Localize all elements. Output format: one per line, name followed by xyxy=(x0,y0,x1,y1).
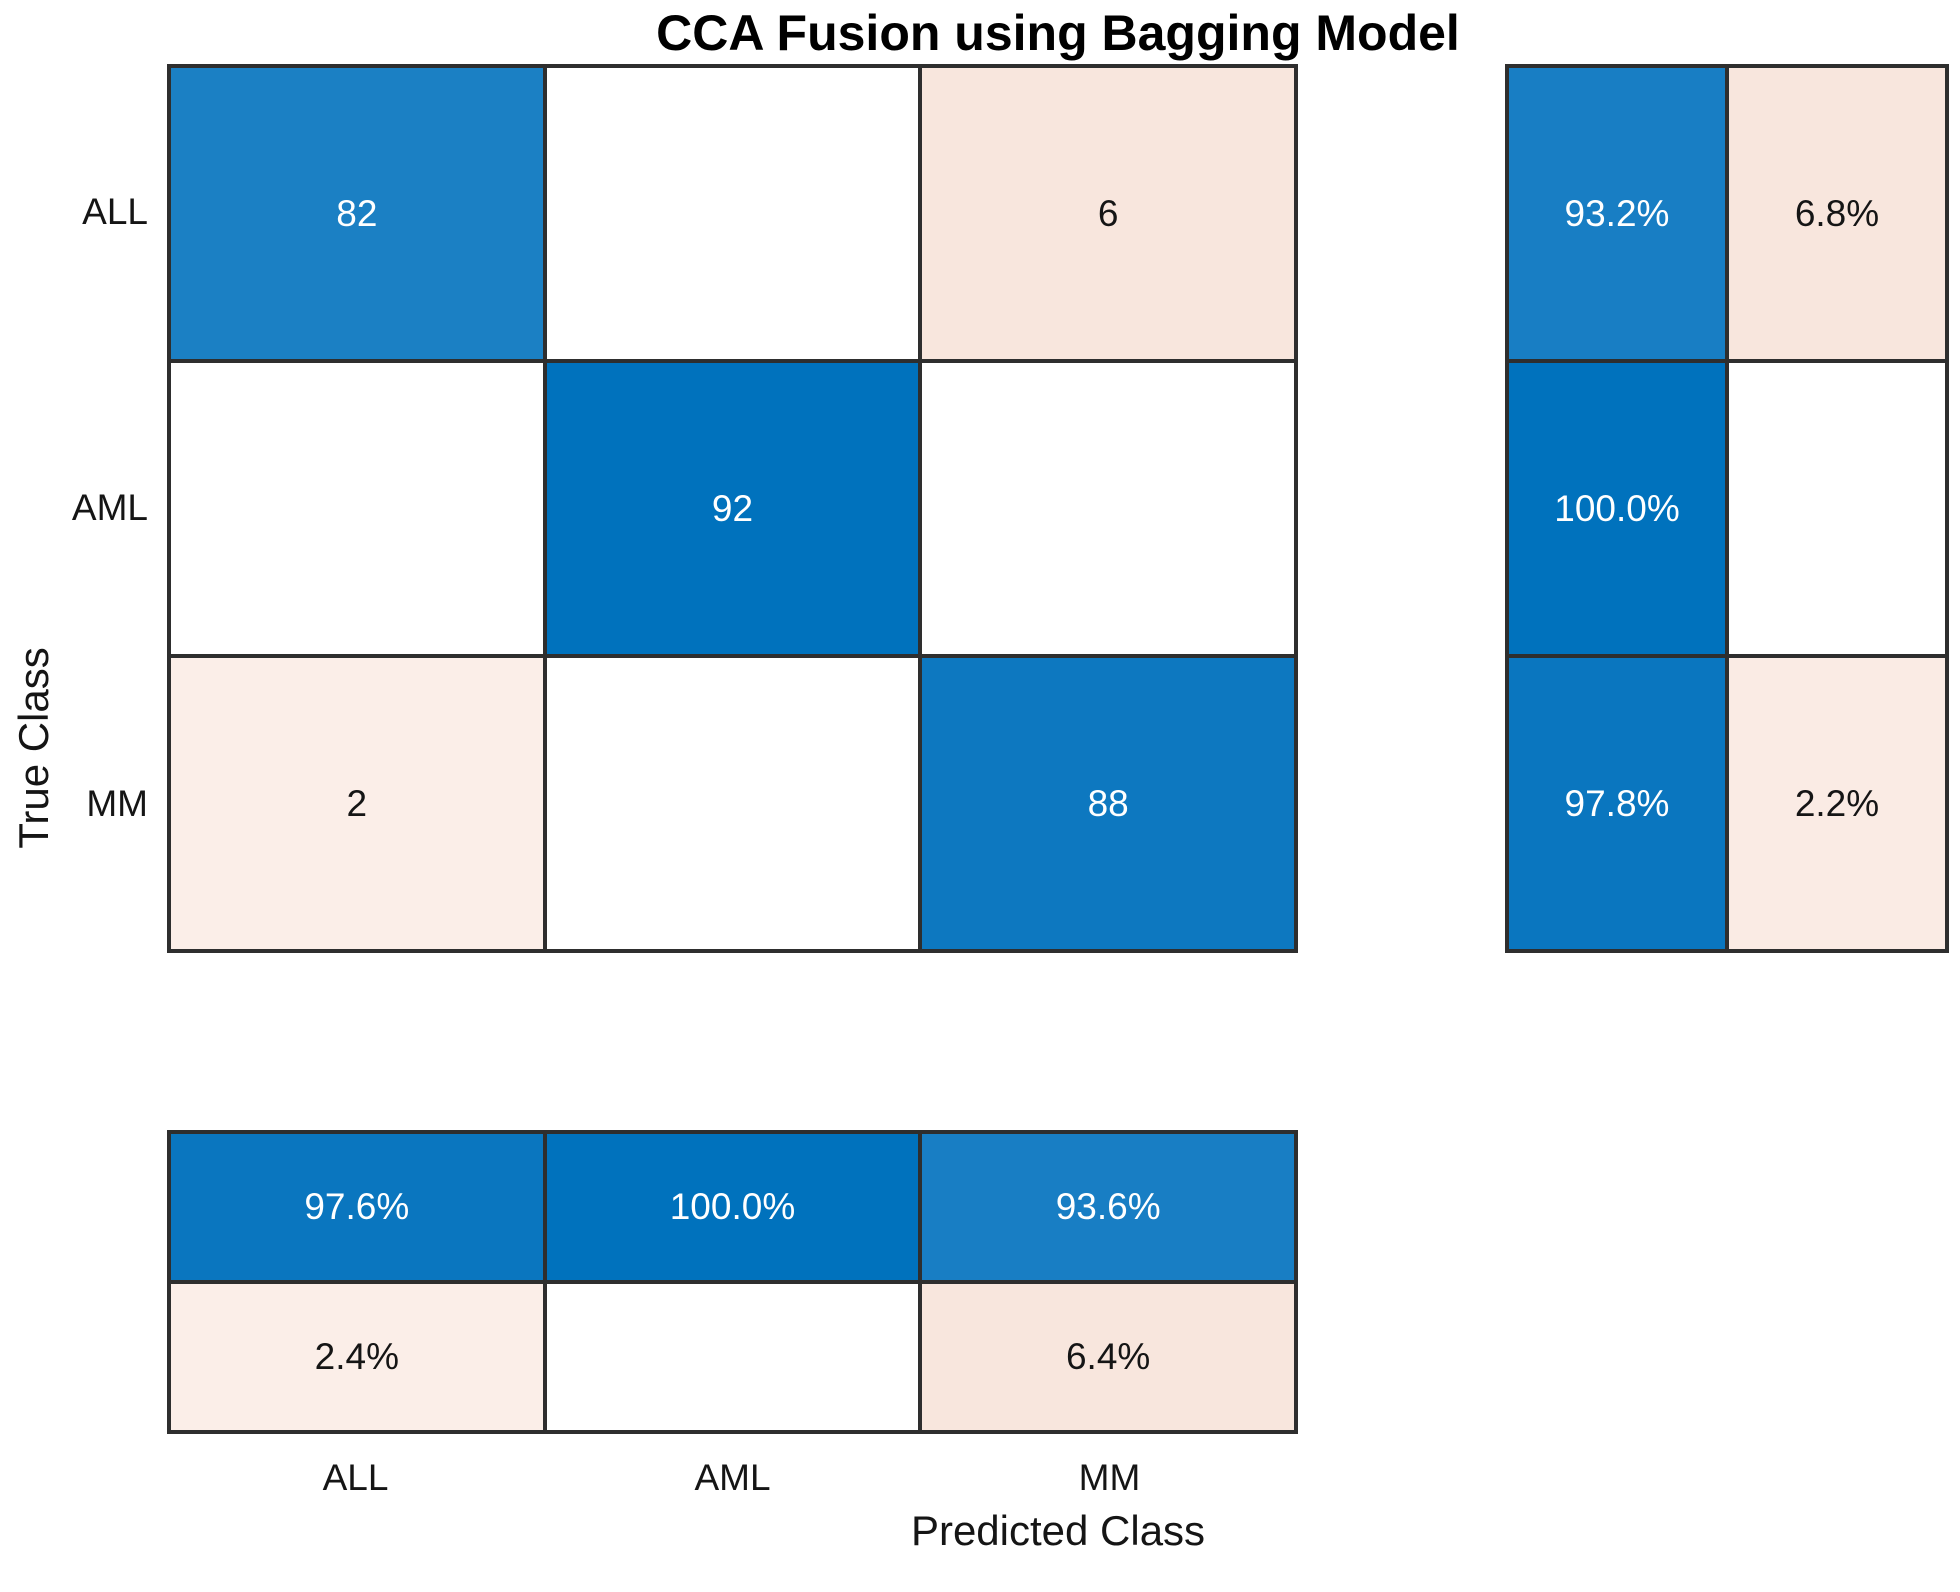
y-tick-mm: MM xyxy=(86,783,148,824)
row-summary-all-incorrect: 6.8% xyxy=(1727,66,1947,361)
row-summary-mm-incorrect: 2.2% xyxy=(1727,656,1947,951)
matrix-cell-mm-aml xyxy=(544,656,921,951)
row-summary-aml-correct: 100.0% xyxy=(1507,361,1727,656)
matrix-cell-all-aml xyxy=(544,66,921,361)
matrix-cell-aml-all xyxy=(169,361,545,656)
col-summary-aml-correct: 100.0% xyxy=(544,1132,921,1282)
y-tick-all: ALL xyxy=(82,191,148,232)
row-summary-all-correct: 93.2% xyxy=(1507,66,1727,361)
column-summary-grid: 97.6% 100.0% 93.6% 2.4% 6.4% xyxy=(167,1130,1298,1434)
col-summary-mm-incorrect: 6.4% xyxy=(920,1282,1296,1432)
col-summary-mm-correct: 93.6% xyxy=(920,1132,1296,1282)
x-tick-mm: MM xyxy=(1078,1457,1141,1498)
col-summary-aml-incorrect xyxy=(544,1282,921,1432)
x-axis-label: Predicted Class xyxy=(910,1507,1206,1554)
confusion-matrix-grid: 82 6 92 2 88 xyxy=(167,64,1298,953)
col-summary-all-correct: 97.6% xyxy=(169,1132,545,1282)
x-tick-aml: AML xyxy=(694,1457,771,1498)
matrix-cell-aml-mm xyxy=(920,361,1296,656)
matrix-cell-aml-aml: 92 xyxy=(544,361,921,656)
row-summary-mm-correct: 97.8% xyxy=(1507,656,1727,951)
row-summary-aml-incorrect xyxy=(1727,361,1947,656)
matrix-cell-all-mm: 6 xyxy=(920,66,1296,361)
chart-title: CCA Fusion using Bagging Model xyxy=(656,5,1460,61)
matrix-cell-mm-all: 2 xyxy=(169,656,545,951)
y-tick-aml: AML xyxy=(71,487,148,528)
matrix-cell-mm-mm: 88 xyxy=(920,656,1296,951)
row-summary-grid: 93.2% 6.8% 100.0% 97.8% 2.2% xyxy=(1505,64,1949,953)
x-tick-all: ALL xyxy=(322,1457,389,1498)
matrix-cell-all-all: 82 xyxy=(169,66,545,361)
col-summary-all-incorrect: 2.4% xyxy=(169,1282,545,1432)
